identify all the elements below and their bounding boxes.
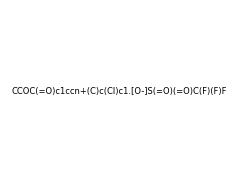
Text: CCOC(=O)c1ccn+(C)c(Cl)c1.[O-]S(=O)(=O)C(F)(F)F: CCOC(=O)c1ccn+(C)c(Cl)c1.[O-]S(=O)(=O)C(… — [11, 87, 227, 96]
